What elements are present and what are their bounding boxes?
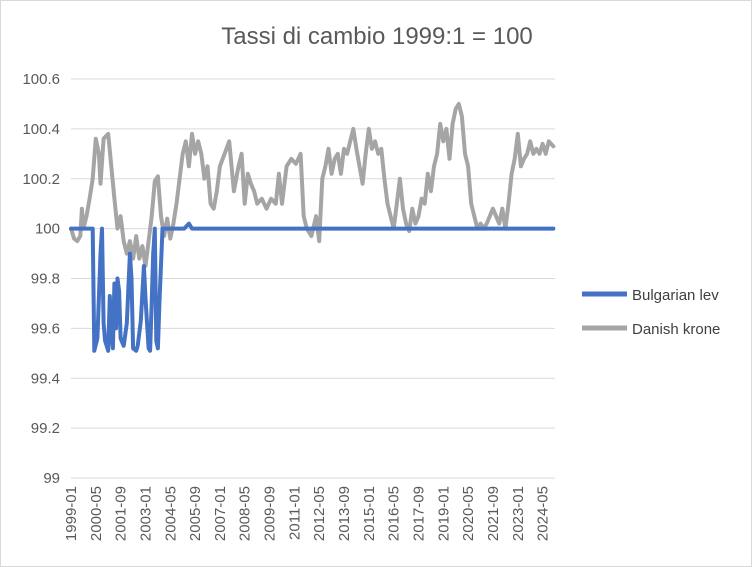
- x-tick-label: 2008-05: [237, 486, 254, 541]
- x-axis-tick-labels: 1999-01 2000-05 2001-09 2003-01 2004-05 2005-…: [63, 486, 552, 541]
- x-tick-label: 2020-05: [460, 486, 477, 541]
- x-tick-label: 2024-05: [535, 486, 552, 541]
- x-tick-label: 2007-01: [212, 486, 229, 541]
- x-tick-label: 2017-09: [410, 486, 427, 541]
- x-tick-label: 2013-09: [336, 486, 353, 541]
- x-tick-label: 2019-01: [435, 486, 452, 541]
- x-tick-label: 2015-01: [361, 486, 378, 541]
- x-tick-label: 2011-01: [286, 486, 303, 540]
- y-tick-label: 100: [35, 221, 60, 238]
- y-tick-label: 100.2: [22, 171, 60, 188]
- y-tick-label: 99: [43, 470, 60, 487]
- series-line-bulgarian-lev: [69, 221, 556, 353]
- y-tick-label: 99.2: [31, 420, 60, 437]
- x-tick-label: 2004-05: [162, 486, 179, 541]
- legend-label-danish-krone: Danish krone: [632, 321, 720, 338]
- legend: Bulgarian lev Danish krone: [582, 287, 720, 338]
- x-tick-label: 2009-09: [262, 486, 279, 541]
- x-tick-label: 2021-09: [485, 486, 502, 541]
- x-tick-label: 2016-05: [386, 486, 403, 541]
- x-tick-label: 1999-01: [63, 486, 80, 541]
- x-tick-label: 2003-01: [137, 486, 154, 541]
- y-tick-label: 99.8: [31, 271, 60, 288]
- x-tick-label: 2000-05: [88, 486, 105, 541]
- chart-title: Tassi di cambio 1999:1 = 100: [221, 23, 533, 50]
- x-tick-label: 2001-09: [113, 486, 130, 541]
- y-tick-label: 100.6: [22, 71, 60, 88]
- y-axis-tick-labels: 99 99.2 99.4 99.6 99.8 100 100.2 100.4 100.6: [22, 71, 60, 487]
- legend-label-bulgarian-lev: Bulgarian lev: [632, 287, 719, 304]
- y-tick-label: 99.4: [31, 370, 60, 387]
- y-tick-label: 100.4: [22, 121, 60, 138]
- x-tick-label: 2012-05: [311, 486, 328, 541]
- x-tick-label: 2023-01: [510, 486, 527, 541]
- series-lines: [69, 101, 556, 353]
- x-tick-label: 2005-09: [187, 486, 204, 541]
- series-line-danish-krone: [69, 101, 556, 268]
- y-tick-label: 99.6: [31, 320, 60, 337]
